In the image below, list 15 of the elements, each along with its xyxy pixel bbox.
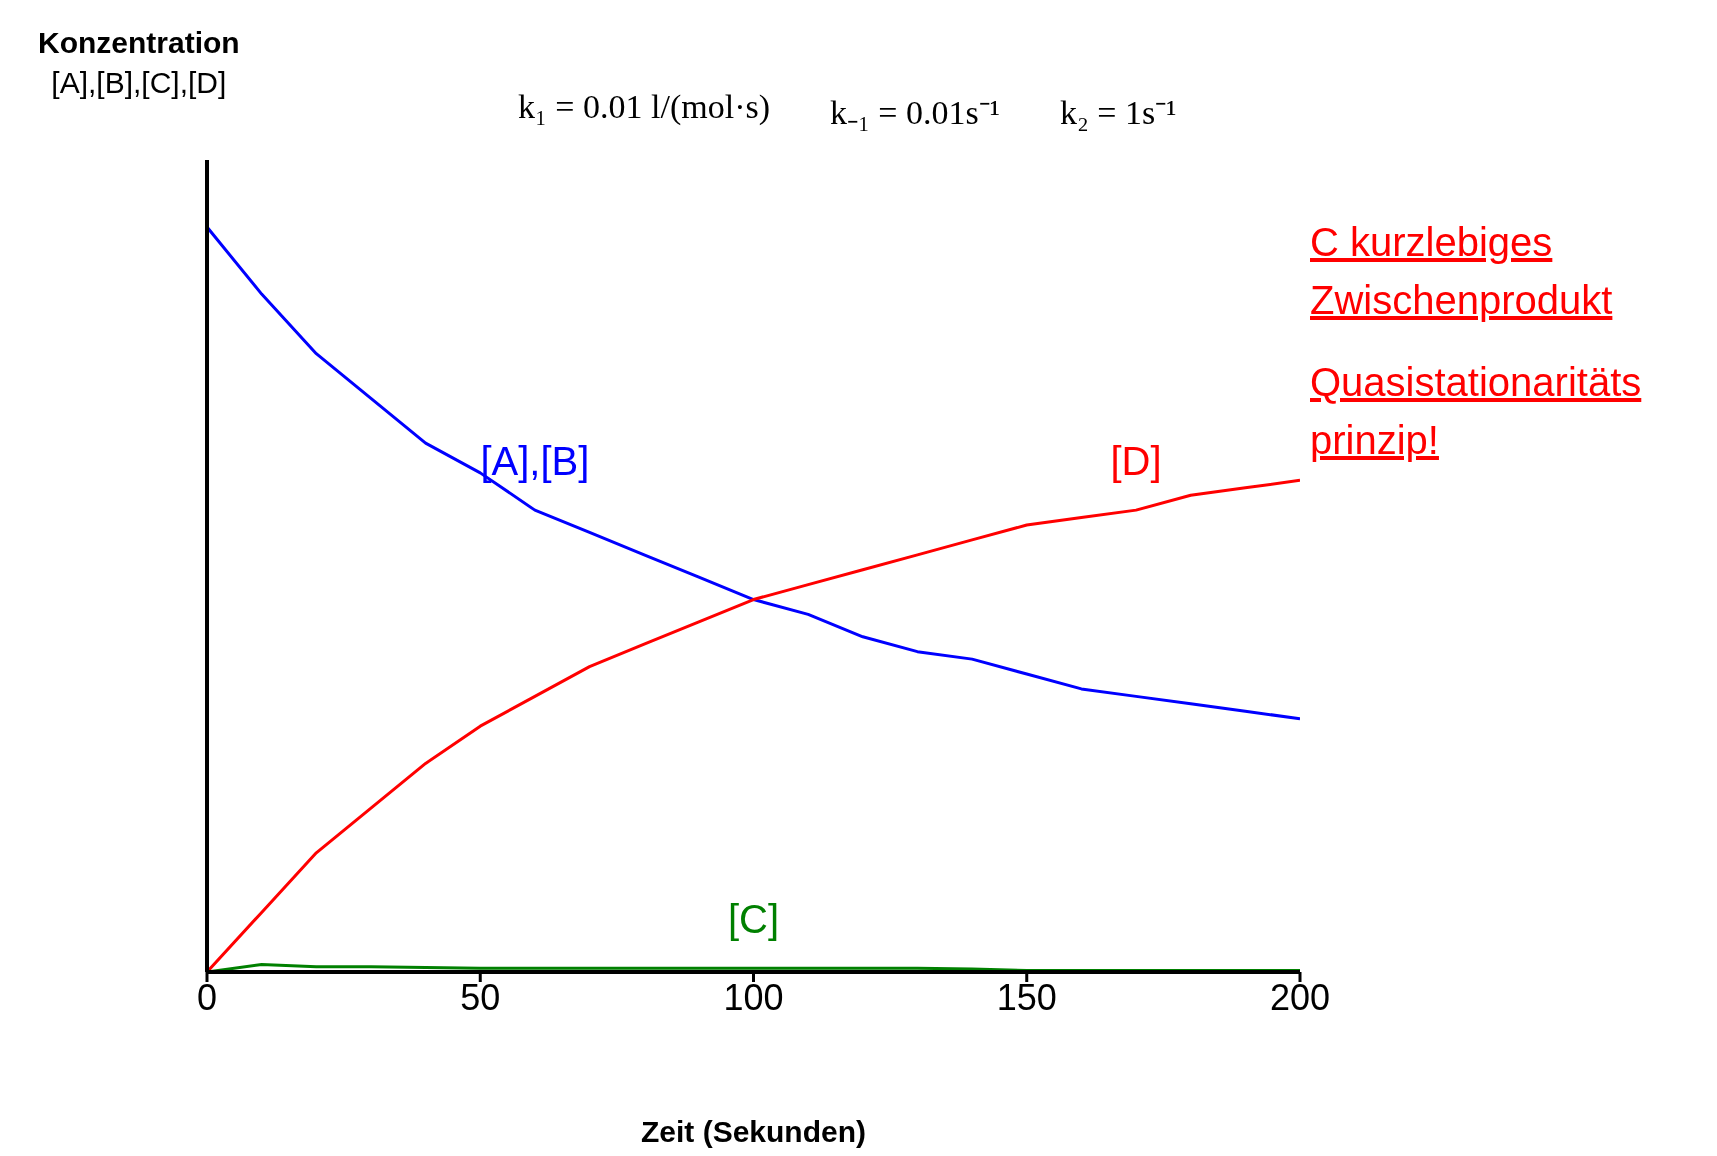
text: Quasistationaritäts prinzip! <box>1310 359 1643 464</box>
series-label: [C] <box>727 897 780 942</box>
x-tick-label: 150 <box>996 976 1057 1018</box>
text: k₂ = 1s⁻¹ <box>1059 93 1177 133</box>
y-axis-title: Konzentration [A],[B],[C],[D] <box>38 25 240 101</box>
x-axis-title: Zeit (Sekunden) <box>640 1115 867 1148</box>
x-tick-label: 0 <box>196 976 218 1018</box>
x-tick-label: 50 <box>460 976 501 1018</box>
text: k₁ = 0.01 l/(mol·s) <box>518 88 771 127</box>
x-tick-label: 200 <box>1269 976 1331 1018</box>
text: C kurzlebiges Zwischenprodukt <box>1310 219 1614 324</box>
text: k₋₁ = 0.01s⁻¹ <box>830 93 1000 133</box>
series-label: [A],[B] <box>480 439 590 484</box>
x-tick-label: 100 <box>723 976 784 1018</box>
series-label: [D] <box>1110 439 1162 484</box>
